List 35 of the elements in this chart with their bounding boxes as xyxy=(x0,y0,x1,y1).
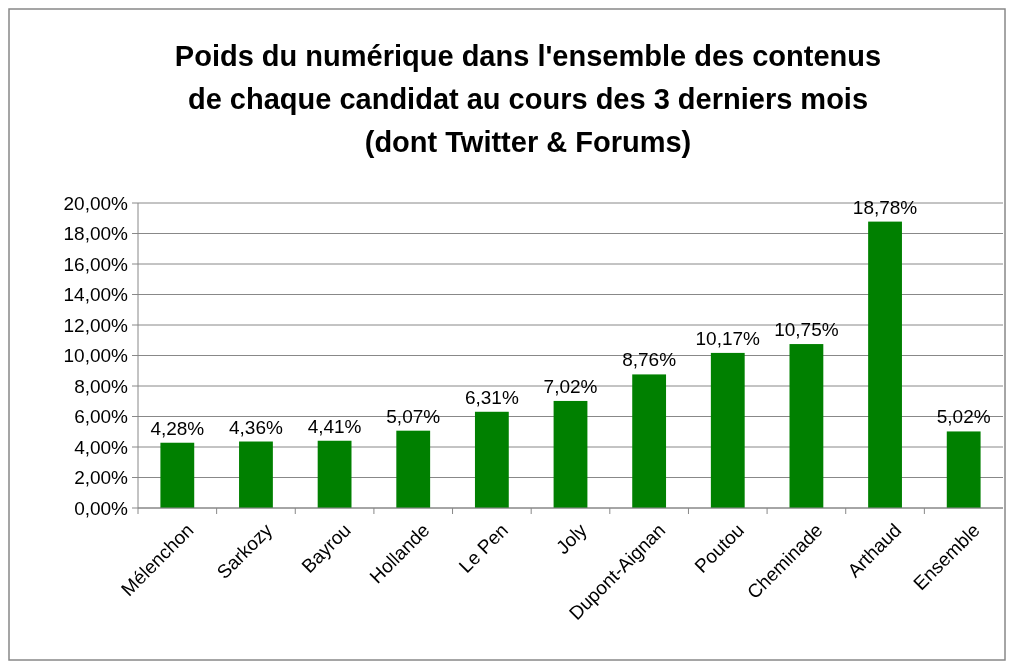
y-tick-label: 18,00% xyxy=(63,223,129,245)
y-tick-label: 6,00% xyxy=(74,406,129,428)
y-tick-label: 4,00% xyxy=(74,436,129,458)
y-tick-label: 0,00% xyxy=(74,497,129,519)
data-label: 4,28% xyxy=(150,417,205,439)
bar xyxy=(317,440,352,508)
bar xyxy=(553,400,588,508)
data-label: 18,78% xyxy=(852,196,918,218)
bar xyxy=(868,221,902,508)
y-tick-label: 14,00% xyxy=(63,284,129,306)
y-tick-label: 12,00% xyxy=(63,314,129,336)
bar xyxy=(396,430,431,508)
data-label: 4,41% xyxy=(307,415,362,437)
bar xyxy=(160,442,195,508)
data-label: 4,36% xyxy=(229,416,283,438)
y-tick-label: 8,00% xyxy=(74,375,129,397)
chart-title: Poids du numérique dans l'ensemble des contenus de chaque candidat au cours des 3 derniers mois (dont Twitter & Forums) xyxy=(174,40,882,158)
bar xyxy=(789,344,824,508)
data-label: 5,07% xyxy=(386,405,441,427)
data-label: 10,17% xyxy=(695,327,761,349)
bar xyxy=(474,411,509,508)
data-label: 5,02% xyxy=(936,406,991,428)
bar xyxy=(632,374,667,508)
x-tick-label: Le Pen xyxy=(454,519,513,577)
y-tick-label: 10,00% xyxy=(63,345,129,367)
data-label: 8,76% xyxy=(622,349,677,371)
bar xyxy=(239,441,273,508)
bar xyxy=(710,352,745,508)
y-tick-label: 16,00% xyxy=(63,253,129,275)
data-label: 10,75% xyxy=(774,319,839,341)
y-tick-label: 20,00% xyxy=(63,192,129,214)
data-label: 6,31% xyxy=(464,386,519,408)
bar xyxy=(946,431,981,508)
data-label: 7,02% xyxy=(543,375,598,397)
y-tick-label: 2,00% xyxy=(74,467,129,489)
